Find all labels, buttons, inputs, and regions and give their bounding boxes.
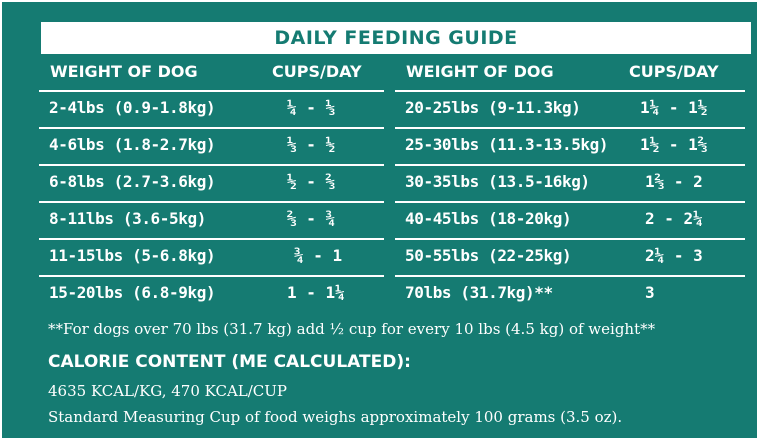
table-row: 4-6lbs (1.8-2.7kg) ⅓ - ½ <box>39 127 384 161</box>
table-row: 25-30lbs (11.3-13.5kg) 1½ - 1⅔ <box>395 127 745 161</box>
weight-cell: 8-11lbs (3.6-5kg) <box>49 209 206 228</box>
weight-cell: 2-4lbs (0.9-1.8kg) <box>49 98 216 117</box>
feeding-guide-panel: DAILY FEEDING GUIDE WEIGHT OF DOG CUPS/D… <box>2 2 757 438</box>
page-title: DAILY FEEDING GUIDE <box>274 27 518 49</box>
weight-cell: 4-6lbs (1.8-2.7kg) <box>49 135 216 154</box>
cups-cell: 3 <box>645 283 655 302</box>
table-row: 30-35lbs (13.5-16kg) 1⅔ - 2 <box>395 164 745 198</box>
table-row: 20-25lbs (9-11.3kg) 1¼ - 1½ <box>395 90 745 124</box>
cups-cell: ½ - ⅔ <box>287 172 336 191</box>
right-cups-header: CUPS/DAY <box>629 62 719 81</box>
table-row: 8-11lbs (3.6-5kg) ⅔ - ¾ <box>39 201 384 235</box>
right-weight-header: WEIGHT OF DOG <box>406 62 554 81</box>
cups-cell: 1½ - 1⅔ <box>640 135 708 154</box>
table-row: 40-45lbs (18-20kg) 2 - 2¼ <box>395 201 745 235</box>
weight-cell: 25-30lbs (11.3-13.5kg) <box>405 135 609 154</box>
cups-cell: ¾ - 1 <box>294 246 343 265</box>
cups-cell: 2 - 2¼ <box>645 209 703 228</box>
cups-cell: 2¼ - 3 <box>645 246 703 265</box>
weight-cell: 30-35lbs (13.5-16kg) <box>405 172 590 191</box>
left-cups-header: CUPS/DAY <box>272 62 362 81</box>
weight-cell: 20-25lbs (9-11.3kg) <box>405 98 581 117</box>
cups-cell: ¼ - ⅓ <box>287 98 336 117</box>
left-weight-header: WEIGHT OF DOG <box>50 62 198 81</box>
weight-cell: 40-45lbs (18-20kg) <box>405 209 572 228</box>
weight-cell: 70lbs (31.7kg)** <box>405 283 553 302</box>
table-row: 70lbs (31.7kg)** 3 <box>395 275 745 309</box>
footnote: **For dogs over 70 lbs (31.7 kg) add ½ c… <box>48 320 656 338</box>
cups-cell: 1 - 1¼ <box>287 283 345 302</box>
title-bar: DAILY FEEDING GUIDE <box>41 22 751 54</box>
table-row: 11-15lbs (5-6.8kg) ¾ - 1 <box>39 238 384 272</box>
cups-cell: 1⅔ - 2 <box>645 172 703 191</box>
cups-cell: ⅔ - ¾ <box>287 209 336 228</box>
weight-cell: 6-8lbs (2.7-3.6kg) <box>49 172 216 191</box>
calorie-line: 4635 KCAL/KG, 470 KCAL/CUP <box>48 382 287 400</box>
table-row: 15-20lbs (6.8-9kg) 1 - 1¼ <box>39 275 384 309</box>
weight-cell: 11-15lbs (5-6.8kg) <box>49 246 216 265</box>
table-row: 50-55lbs (22-25kg) 2¼ - 3 <box>395 238 745 272</box>
calorie-title: CALORIE CONTENT (ME CALCULATED): <box>48 352 411 372</box>
weight-cell: 15-20lbs (6.8-9kg) <box>49 283 216 302</box>
cups-cell: ⅓ - ½ <box>287 135 336 154</box>
weight-cell: 50-55lbs (22-25kg) <box>405 246 572 265</box>
table-row: 2-4lbs (0.9-1.8kg) ¼ - ⅓ <box>39 90 384 124</box>
cups-cell: 1¼ - 1½ <box>640 98 708 117</box>
measuring-cup-note: Standard Measuring Cup of food weighs ap… <box>48 408 623 426</box>
table-row: 6-8lbs (2.7-3.6kg) ½ - ⅔ <box>39 164 384 198</box>
